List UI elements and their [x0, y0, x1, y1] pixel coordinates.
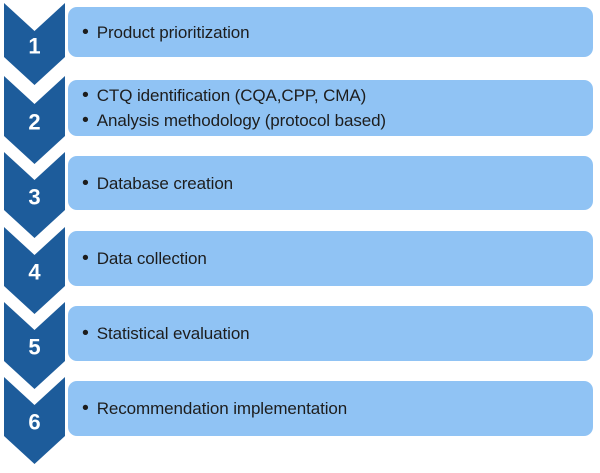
step-2-label-1: CTQ identification (CQA,CPP, CMA) — [96, 86, 367, 105]
step-5-box: • Statistical evaluation — [68, 306, 593, 361]
step-4-box: • Data collection — [68, 231, 593, 286]
step-4-chevron-down-icon — [4, 227, 65, 314]
step-2-label-2: Analysis methodology (protocol based) — [96, 111, 386, 130]
step-2-bullet-line-2: • Analysis methodology (protocol based) — [82, 108, 585, 133]
bullet-icon: • — [82, 322, 89, 344]
step-6-number: 6 — [28, 410, 40, 435]
step-4-bullet-line: • Data collection — [82, 246, 585, 271]
step-4-label: Data collection — [96, 249, 207, 268]
step-1-chevron-down-icon — [4, 3, 65, 85]
step-6-chevron-down-icon — [4, 377, 65, 464]
step-1-bullet-line: • Product prioritization — [82, 20, 585, 45]
bullet-icon: • — [82, 171, 89, 194]
step-3-bullet-line: • Database creation — [82, 171, 585, 196]
bullet-icon: • — [82, 397, 89, 419]
bullet-icon: • — [82, 20, 89, 43]
step-5-chevron-down-icon — [4, 302, 65, 389]
step-6-box: • Recommendation implementation — [68, 381, 593, 436]
step-1-label: Product prioritization — [96, 22, 250, 42]
step-1-number: 1 — [28, 34, 40, 59]
step-6-bullet-line: • Recommendation implementation — [82, 396, 585, 421]
step-3-number: 3 — [28, 185, 40, 210]
step-6-label: Recommendation implementation — [96, 399, 348, 418]
step-2-chevron-down-icon — [4, 76, 65, 164]
bullet-icon: • — [82, 109, 89, 131]
step-5-label: Statistical evaluation — [96, 324, 250, 343]
step-2-bullet-line-1: • CTQ identification (CQA,CPP, CMA) — [82, 83, 585, 108]
step-4-number: 4 — [28, 260, 41, 285]
step-1-box: • Product prioritization — [68, 7, 593, 57]
step-3-label: Database creation — [96, 173, 234, 193]
step-5-bullet-line: • Statistical evaluation — [82, 321, 585, 346]
step-2-number: 2 — [28, 110, 40, 135]
bullet-icon: • — [82, 247, 89, 269]
step-3-box: • Database creation — [68, 156, 593, 210]
bullet-icon: • — [82, 84, 89, 106]
step-2-box: • CTQ identification (CQA,CPP, CMA) • An… — [68, 80, 593, 136]
step-5-number: 5 — [28, 335, 40, 360]
step-3-chevron-down-icon — [4, 152, 65, 238]
